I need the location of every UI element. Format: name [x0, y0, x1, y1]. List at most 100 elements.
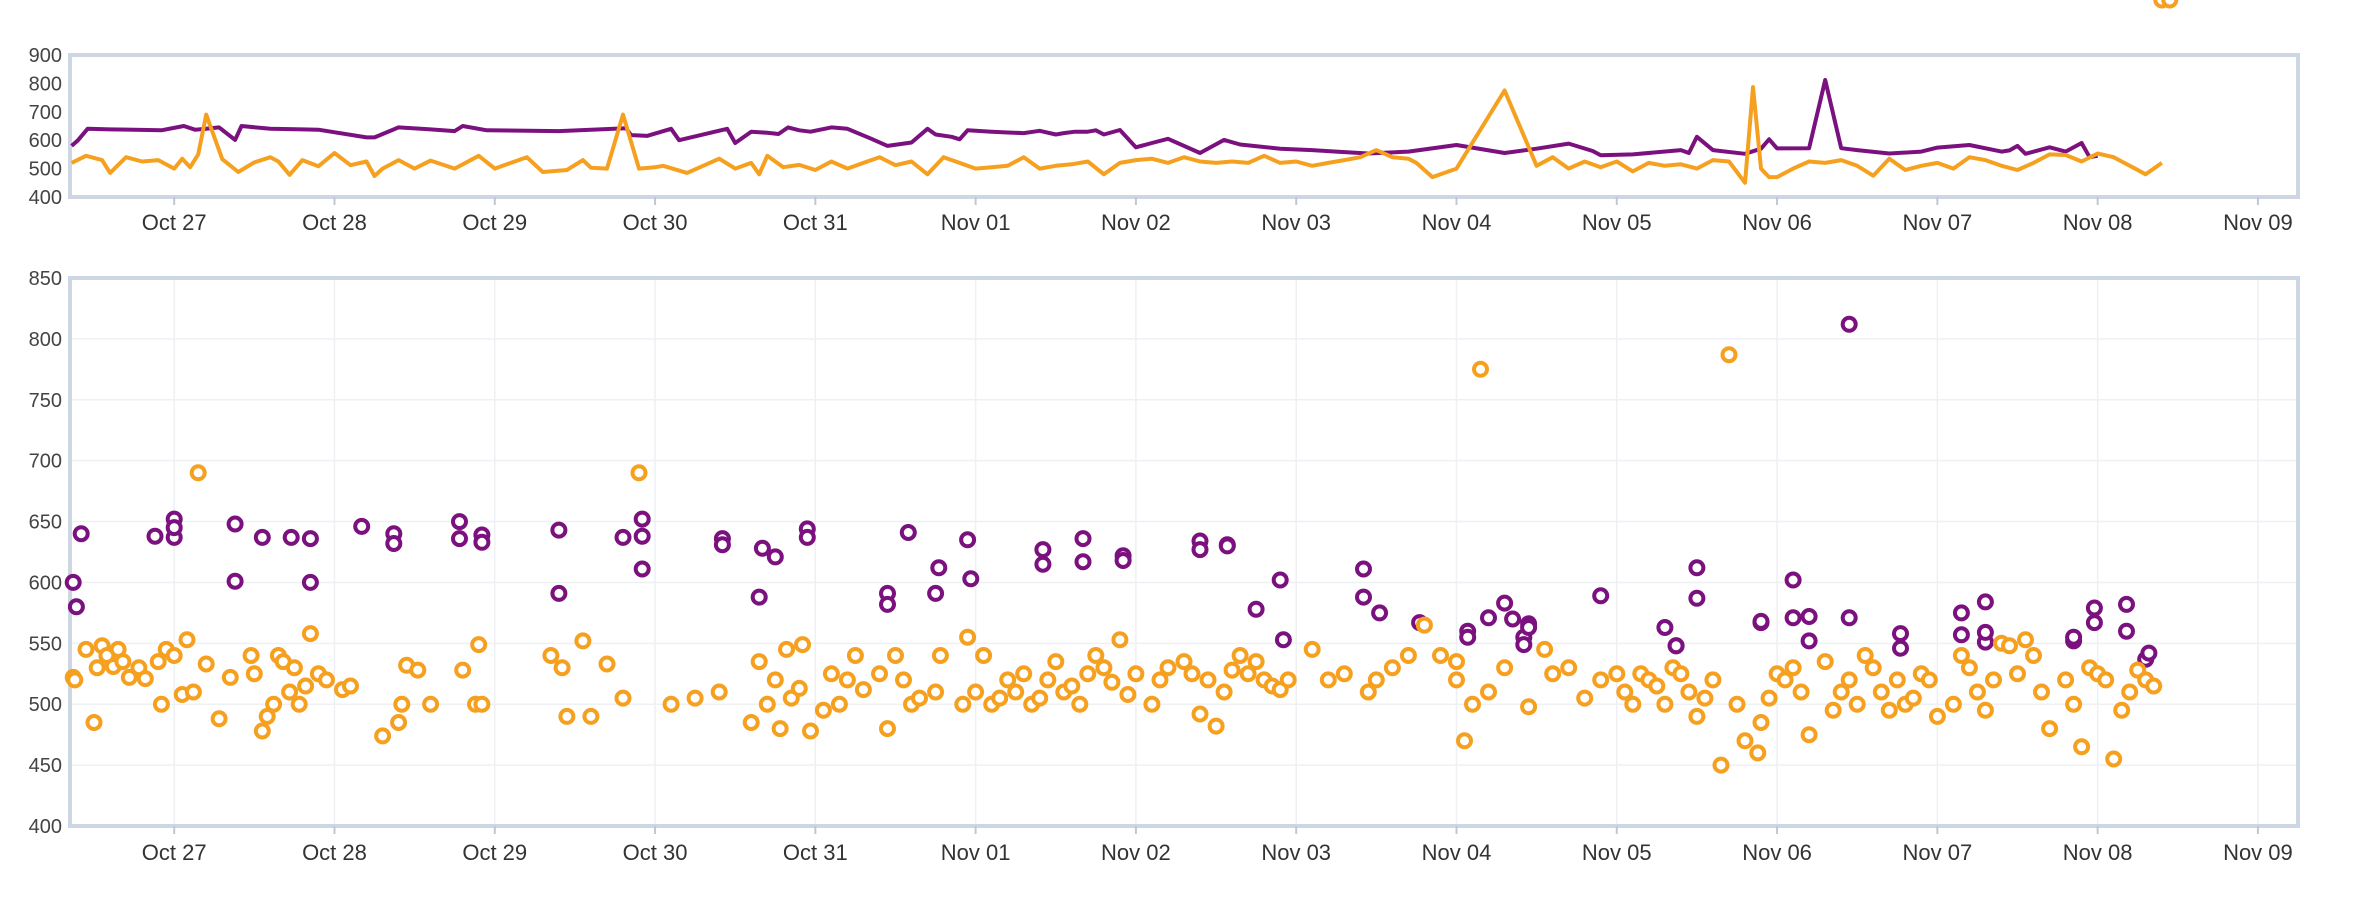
scatter-point-series-2[interactable] [189, 464, 207, 482]
scatter-point-series-2[interactable] [1960, 659, 1978, 677]
scatter-point-series-1[interactable] [385, 535, 403, 552]
scatter-point-series-1[interactable] [282, 528, 300, 546]
scatter-point-series-2[interactable] [1920, 671, 1938, 689]
scatter-point-series-1[interactable] [1784, 609, 1802, 627]
scatter-point-series-2[interactable] [1608, 665, 1626, 683]
scatter-point-series-1[interactable] [1191, 541, 1209, 559]
scatter-point-series-2[interactable] [766, 671, 784, 689]
scatter-point-series-2[interactable] [1087, 647, 1105, 664]
scatter-point-series-2[interactable] [473, 695, 491, 713]
scatter-point-series-1[interactable] [2085, 614, 2103, 632]
scatter-point-series-2[interactable] [1448, 671, 1465, 689]
scatter-point-series-2[interactable] [1985, 671, 2002, 689]
scatter-point-series-2[interactable] [184, 683, 202, 701]
scatter-point-series-1[interactable] [1784, 571, 1802, 589]
scatter-point-series-1[interactable] [633, 560, 651, 578]
scatter-point-series-2[interactable] [838, 671, 856, 689]
scatter-point-series-1[interactable] [930, 559, 948, 577]
scatter-point-series-2[interactable] [1704, 671, 1722, 689]
scatter-point-series-1[interactable] [1800, 632, 1818, 650]
scatter-point-series-1[interactable] [1496, 594, 1514, 612]
scatter-point-series-2[interactable] [911, 689, 928, 707]
scatter-point-series-2[interactable] [285, 659, 303, 677]
scatter-point-series-2[interactable] [1319, 671, 1337, 689]
scatter-point-series-2[interactable] [1223, 661, 1241, 679]
scatter-point-series-1[interactable] [226, 572, 244, 590]
scatter-point-series-1[interactable] [2118, 595, 2135, 613]
scatter-point-series-2[interactable] [1888, 671, 1906, 689]
scatter-point-series-2[interactable] [1111, 631, 1129, 649]
scatter-point-series-1[interactable] [1688, 559, 1706, 577]
scatter-point-series-2[interactable] [686, 689, 704, 707]
scatter-point-series-1[interactable] [1114, 552, 1132, 569]
scatter-point-series-2[interactable] [1856, 647, 1874, 664]
scatter-point-series-2[interactable] [2073, 738, 2091, 756]
scatter-point-series-2[interactable] [2041, 720, 2059, 738]
scatter-point-series-2[interactable] [1728, 695, 1746, 713]
scatter-point-series-2[interactable] [1648, 677, 1666, 695]
scatter-point-series-2[interactable] [2001, 637, 2018, 655]
scatter-point-series-2[interactable] [2121, 683, 2139, 701]
scatter-point-series-2[interactable] [790, 679, 808, 697]
scatter-point-series-2[interactable] [1039, 671, 1057, 689]
scatter-point-series-1[interactable] [713, 536, 731, 554]
scatter-point-series-2[interactable] [1151, 671, 1169, 689]
scatter-point-series-1[interactable] [1034, 555, 1052, 573]
scatter-point-series-2[interactable] [221, 668, 239, 686]
scatter-point-series-2[interactable] [1095, 659, 1113, 677]
scatter-point-series-2[interactable] [1976, 701, 1994, 719]
scatter-point-series-2[interactable] [1688, 707, 1706, 725]
scatter-point-series-1[interactable] [1271, 571, 1289, 589]
scatter-point-series-1[interactable] [614, 528, 632, 546]
scatter-point-series-2[interactable] [927, 683, 945, 701]
scatter-point-series-1[interactable] [962, 570, 980, 588]
scatter-point-series-1[interactable] [1840, 609, 1858, 627]
scatter-point-series-1[interactable] [1752, 612, 1770, 630]
scatter-point-series-2[interactable] [178, 631, 196, 649]
scatter-point-series-2[interactable] [991, 689, 1009, 707]
scatter-point-series-2[interactable] [1215, 683, 1233, 701]
scatter-point-series-2[interactable] [152, 695, 170, 713]
scatter-point-series-2[interactable] [2065, 695, 2083, 713]
scatter-point-series-2[interactable] [1616, 683, 1634, 701]
scatter-point-series-1[interactable] [473, 533, 491, 551]
scatter-point-series-2[interactable] [1816, 653, 1834, 671]
scatter-point-series-1[interactable] [1656, 619, 1674, 636]
scatter-point-series-2[interactable] [662, 695, 680, 713]
scatter-point-series-1[interactable] [633, 510, 651, 528]
scatter-point-series-2[interactable] [959, 628, 977, 646]
scatter-point-series-2[interactable] [1207, 717, 1225, 735]
scatter-point-series-2[interactable] [258, 707, 276, 725]
scatter-point-series-1[interactable] [1034, 541, 1052, 559]
overview-chart[interactable]: 400 500 600 700 800 900 Oct 27 Oct 28 Oct 29 Oct … [29, 45, 2300, 235]
scatter-point-series-2[interactable] [553, 659, 571, 677]
scatter-point-series-2[interactable] [1624, 695, 1642, 713]
scatter-point-series-1[interactable] [1520, 619, 1538, 636]
scatter-point-series-1[interactable] [67, 598, 85, 616]
scatter-point-series-2[interactable] [409, 661, 427, 679]
scatter-point-series-2[interactable] [165, 647, 183, 664]
scatter-point-series-2[interactable] [742, 714, 760, 731]
scatter-point-series-2[interactable] [136, 670, 154, 688]
scatter-point-series-1[interactable] [226, 515, 244, 533]
scatter-point-series-2[interactable] [1832, 683, 1850, 701]
scatter-point-series-2[interactable] [1415, 616, 1433, 634]
scatter-point-series-2[interactable] [1239, 665, 1257, 683]
scatter-point-series-2[interactable] [1696, 689, 1714, 707]
scatter-point-series-2[interactable] [1776, 671, 1794, 689]
scatter-point-series-2[interactable] [1456, 732, 1473, 750]
scatter-point-series-2[interactable] [967, 683, 985, 701]
scatter-point-series-1[interactable] [1074, 530, 1092, 548]
scatter-point-series-2[interactable] [814, 701, 832, 719]
scatter-point-series-2[interactable] [895, 671, 912, 689]
scatter-point-series-1[interactable] [753, 539, 771, 557]
scatter-point-series-2[interactable] [318, 671, 335, 689]
scatter-point-series-2[interactable] [750, 653, 768, 671]
scatter-point-series-1[interactable] [1218, 537, 1236, 555]
scatter-point-series-2[interactable] [297, 677, 315, 695]
scatter-point-series-2[interactable] [253, 722, 271, 740]
scatter-point-series-1[interactable] [301, 573, 319, 591]
scatter-point-series-1[interactable] [253, 528, 271, 546]
scatter-point-series-2[interactable] [470, 636, 488, 654]
scatter-point-series-2[interactable] [265, 695, 283, 713]
